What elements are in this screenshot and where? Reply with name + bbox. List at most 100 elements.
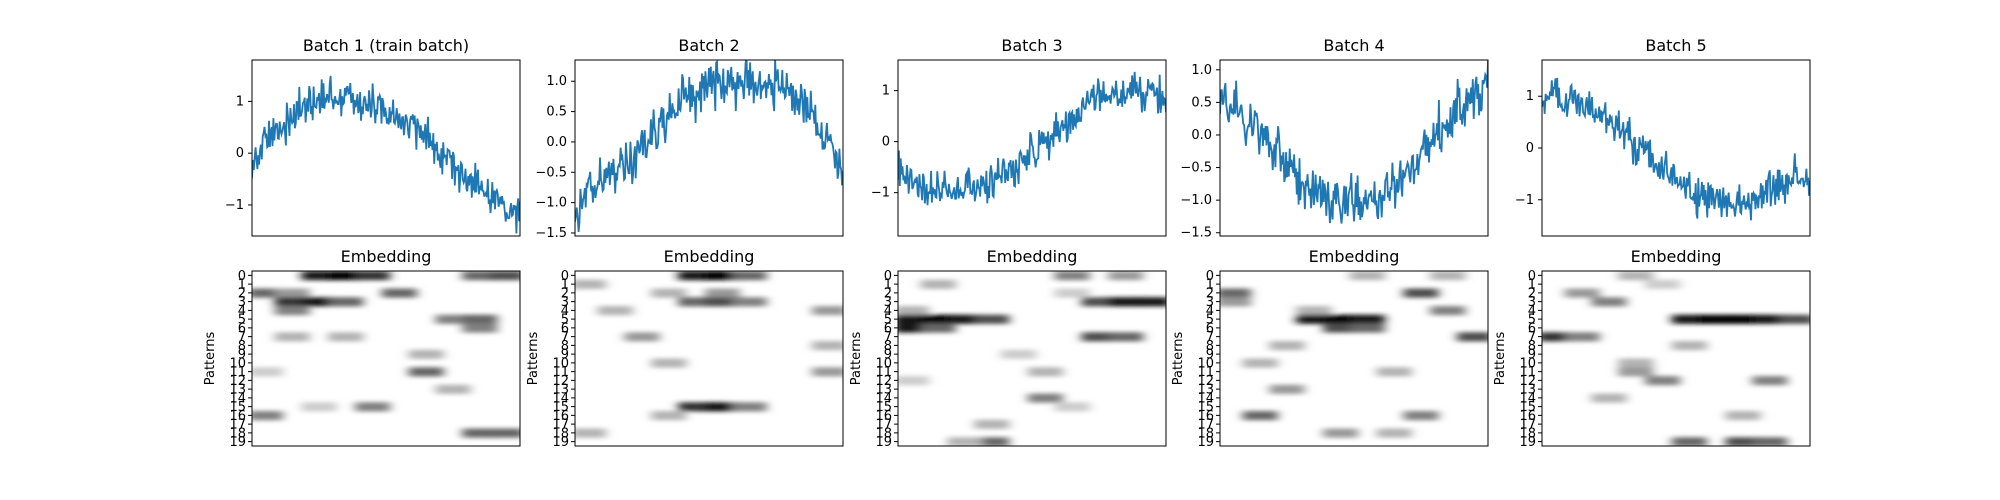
y-tick-label: 5 — [1206, 313, 1214, 328]
y-tick-label: 14 — [1519, 391, 1536, 406]
chart-title: Batch 1 (train batch) — [303, 36, 469, 55]
y-tick-label: 0 — [238, 269, 246, 284]
heatmap-cell — [1296, 306, 1332, 316]
heatmap-cell — [1457, 332, 1488, 342]
y-tick-label: 12 — [875, 374, 892, 389]
y-tick-label: 5 — [238, 313, 246, 328]
heatmap-cell — [597, 306, 633, 316]
y-tick-label: 7 — [1206, 330, 1214, 345]
heatmap-cell — [1591, 393, 1627, 403]
y-tick-label: 3 — [238, 295, 246, 310]
y-tick-label: 4 — [884, 304, 892, 319]
heatmap-cell — [1027, 367, 1063, 377]
y-tick-label: 10 — [552, 356, 569, 371]
heatmap-cell — [1242, 411, 1278, 421]
heatmap-cell — [301, 297, 337, 307]
series-line — [898, 71, 1166, 206]
heatmap-cell — [1376, 367, 1412, 377]
heatmap-cell — [328, 332, 364, 342]
y-tick-label: 9 — [238, 348, 246, 363]
y-tick-label: 1 — [1528, 278, 1536, 293]
y-axis-label: Patterns — [526, 332, 541, 386]
heatmap-cell — [274, 306, 310, 316]
heatmap-cell — [1671, 437, 1707, 446]
y-tick-label: 3 — [1528, 295, 1536, 310]
y-tick-label: 19 — [1197, 435, 1214, 450]
heatmap-cell — [1027, 393, 1063, 403]
y-tick-label: 11 — [229, 365, 246, 380]
heatmap-cell — [1349, 323, 1385, 333]
heatmap-cell — [1430, 271, 1466, 281]
heatmap-cell — [1108, 297, 1144, 307]
heatmap-cell — [651, 411, 687, 421]
y-tick-label: 2 — [238, 286, 246, 301]
heatmap-title: Embedding — [664, 247, 755, 266]
heatmap-cell — [1618, 367, 1654, 377]
heatmap-cell — [731, 402, 767, 412]
heatmap-cell — [1591, 297, 1627, 307]
y-tick-label: 2 — [884, 286, 892, 301]
heatmap-cell — [408, 367, 444, 377]
axes-frame — [1219, 270, 1489, 447]
y-tick-label: 6 — [884, 321, 892, 336]
heatmap-cell — [435, 384, 471, 394]
heatmap-cell — [489, 271, 520, 281]
heatmap-cell — [1671, 341, 1707, 351]
heatmap-cell — [1698, 314, 1734, 324]
y-tick-label: 15 — [229, 400, 246, 415]
y-tick-label: 14 — [1197, 391, 1214, 406]
y-tick-label: 4 — [561, 304, 569, 319]
y-tick-label: 13 — [875, 383, 892, 398]
y-tick-label: 9 — [1206, 348, 1214, 363]
y-tick-label: 15 — [875, 400, 892, 415]
y-tick-label: 1 — [238, 278, 246, 293]
y-tick-label: 4 — [1528, 304, 1536, 319]
y-tick-label: 13 — [552, 383, 569, 398]
y-tick-label: 6 — [238, 321, 246, 336]
y-tick-label: 1 — [882, 84, 890, 99]
heatmap-cell — [812, 306, 843, 316]
heatmap-cell — [1054, 271, 1090, 281]
heatmap-cell — [1403, 411, 1439, 421]
heatmap-cell — [920, 279, 956, 289]
y-tick-label: 0 — [561, 269, 569, 284]
y-axis-label: Patterns — [1171, 332, 1186, 386]
heatmap-cell — [704, 288, 740, 298]
axes-frame — [574, 270, 844, 447]
y-tick-label: 19 — [229, 435, 246, 450]
heatmap-cells — [1220, 271, 1488, 438]
heatmap-cell — [575, 279, 606, 289]
y-tick-label: 14 — [875, 391, 892, 406]
heatmap-cell — [1542, 332, 1573, 342]
y-tick-label: 11 — [1197, 365, 1214, 380]
series-line — [1542, 77, 1810, 221]
y-tick-label: 3 — [1206, 295, 1214, 310]
y-tick-label: 18 — [229, 426, 246, 441]
y-tick-label: 10 — [1197, 356, 1214, 371]
y-tick-label: 7 — [238, 330, 246, 345]
y-tick-label: 6 — [561, 321, 569, 336]
heatmap-cell — [381, 288, 417, 298]
heatmap-cell — [1323, 314, 1359, 324]
heatmap-cell — [1242, 358, 1278, 368]
y-tick-label: 4 — [238, 304, 246, 319]
y-tick-label: 3 — [884, 295, 892, 310]
y-tick-label: 16 — [1197, 409, 1214, 424]
heatmap-cell — [1001, 349, 1037, 359]
heatmap-cell — [1618, 358, 1654, 368]
heatmap-cell — [1081, 297, 1117, 307]
chart-title: Batch 2 — [678, 36, 739, 55]
heatmap-cell — [651, 288, 687, 298]
heatmap-cell — [1430, 306, 1466, 316]
heatmap-cell — [1054, 402, 1090, 412]
heatmap-cell — [898, 376, 929, 386]
heatmap-cell — [1135, 297, 1166, 307]
series-line — [575, 60, 843, 232]
y-tick-label: 18 — [875, 426, 892, 441]
heatmap-cell — [1564, 332, 1600, 342]
axes-frame — [251, 59, 521, 237]
heatmap-cell — [1725, 411, 1761, 421]
heatmap-cell — [355, 271, 391, 281]
y-tick-label: 19 — [552, 435, 569, 450]
heatmap-cell — [1779, 314, 1810, 324]
